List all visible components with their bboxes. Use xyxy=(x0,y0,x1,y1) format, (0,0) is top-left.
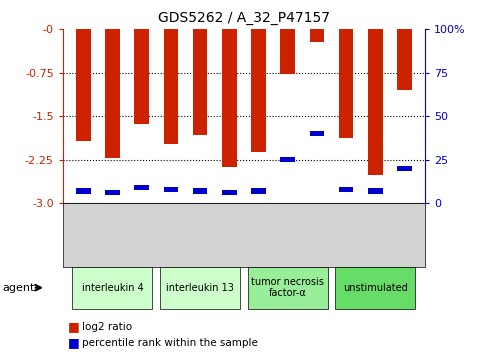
Bar xyxy=(310,29,324,42)
Bar xyxy=(164,29,178,144)
Bar xyxy=(368,29,383,175)
Bar xyxy=(398,166,412,171)
Text: interleukin 4: interleukin 4 xyxy=(82,283,143,293)
Text: percentile rank within the sample: percentile rank within the sample xyxy=(82,338,258,348)
Bar xyxy=(134,29,149,124)
Bar xyxy=(134,185,149,190)
Text: unstimulated: unstimulated xyxy=(343,283,408,293)
Text: ■: ■ xyxy=(68,337,79,350)
Bar xyxy=(105,190,120,195)
Bar xyxy=(339,29,354,138)
Text: agent: agent xyxy=(2,283,35,293)
Text: ■: ■ xyxy=(68,320,79,333)
Bar xyxy=(310,131,324,136)
Text: log2 ratio: log2 ratio xyxy=(82,322,132,332)
Bar xyxy=(398,29,412,90)
Bar xyxy=(251,29,266,152)
Title: GDS5262 / A_32_P47157: GDS5262 / A_32_P47157 xyxy=(158,11,330,25)
Bar xyxy=(164,187,178,192)
Bar xyxy=(222,29,237,167)
Bar xyxy=(105,29,120,158)
Bar xyxy=(193,29,207,135)
Bar xyxy=(339,187,354,192)
Bar xyxy=(281,29,295,74)
Bar xyxy=(76,29,90,140)
Bar xyxy=(368,188,383,194)
Bar xyxy=(222,190,237,195)
Bar xyxy=(193,188,207,194)
Bar xyxy=(76,188,90,194)
Bar xyxy=(251,188,266,194)
Bar xyxy=(281,157,295,162)
Text: tumor necrosis
factor-α: tumor necrosis factor-α xyxy=(251,277,324,298)
Text: interleukin 13: interleukin 13 xyxy=(166,283,234,293)
